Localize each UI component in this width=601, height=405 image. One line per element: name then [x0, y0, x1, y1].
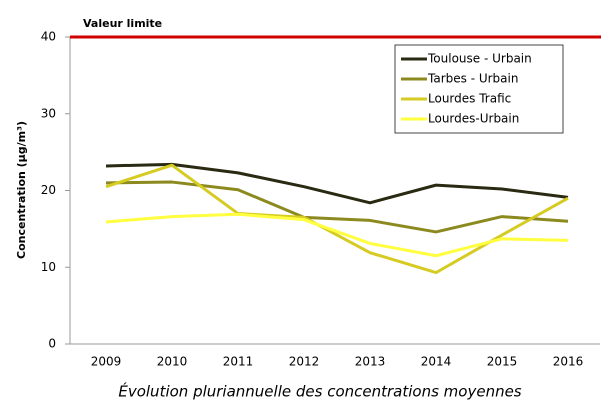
legend-label: Lourdes-Urbain [428, 112, 519, 126]
limit-label: Valeur limite [83, 17, 162, 30]
y-tick-label: 30 [41, 106, 56, 120]
series-line [105, 162, 569, 205]
x-tick-label: 2016 [553, 355, 584, 369]
legend-label: Toulouse - Urbain [427, 52, 532, 66]
legend-label: Tarbes - Urbain [427, 72, 518, 86]
x-tick-label: 2015 [487, 355, 518, 369]
series-line [105, 212, 569, 258]
x-tick-label: 2012 [289, 355, 320, 369]
x-tick-label: 2011 [223, 355, 254, 369]
y-tick-label: 10 [41, 260, 56, 274]
y-tick-label: 40 [41, 30, 56, 44]
y-tick-label: 20 [41, 183, 56, 197]
y-axis-label: Concentration (µg/m³) [15, 121, 28, 259]
series-line [105, 180, 569, 234]
x-tick-label: 2009 [91, 355, 122, 369]
x-tick-label: 2010 [157, 355, 188, 369]
caption: Évolution pluriannuelle des concentratio… [118, 382, 521, 401]
legend-label: Lourdes Trafic [428, 92, 511, 106]
x-tick-label: 2014 [421, 355, 452, 369]
x-tick-label: 2013 [355, 355, 386, 369]
y-tick-label: 0 [48, 337, 56, 351]
